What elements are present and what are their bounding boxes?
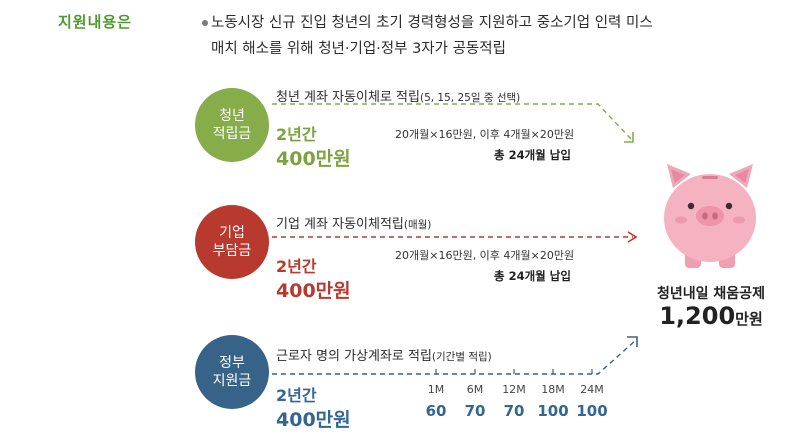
company-desc-text: 기업 계좌 자동이체적립 (276, 217, 404, 232)
company-contribution-badge: 기업 부담금 (195, 205, 269, 279)
milestone-month: 1M (427, 383, 445, 396)
youth-arrow-head (624, 132, 634, 143)
company-arrow-head (627, 231, 638, 243)
result-title: 청년내일 채움공제 (657, 286, 765, 302)
milestone-amount: 70 (464, 402, 486, 420)
youth-schedule: 20개월×16만원, 이후 4개월×20만원 (395, 128, 575, 141)
government-label-line-2: 지원금 (212, 373, 252, 389)
intro-text-line-1: 노동시장 신규 진입 청년의 초기 경력형성을 지원하고 중소기업 인력 미스 (211, 15, 653, 31)
company-label-line-1: 기업 (219, 224, 245, 241)
milestone-month: 18M (541, 383, 565, 396)
company-schedule: 20개월×16만원, 이후 4개월×20만원 (395, 249, 575, 262)
milestone-amount: 100 (576, 402, 608, 420)
youth-total: 총 24개월 납입 (494, 148, 571, 162)
result-amount-unit: 만원 (735, 310, 763, 328)
government-desc-note: (기간별 적립) (431, 351, 492, 363)
company-desc-note: (매월) (403, 219, 432, 231)
youth-period: 2년간 (276, 125, 317, 144)
government-desc-text: 근로자 명의 가상계좌로 적립 (276, 349, 432, 364)
section-title: 지원내용은 (58, 13, 133, 31)
company-amount: 400만원 (276, 280, 351, 302)
government-arrow-head (627, 336, 638, 347)
youth-desc-note: (5, 15, 25일 중 선택) (419, 92, 521, 104)
youth-label-line-1: 청년 (219, 107, 245, 124)
intro-text-line-2: 매치 해소를 위해 청년·기업·정부 3자가 공동적립 (211, 41, 506, 57)
government-description: 근로자 명의 가상계좌로 적립(기간별 적립) (276, 345, 492, 364)
milestone-month: 24M (580, 383, 604, 396)
milestone-month: 12M (502, 383, 526, 396)
youth-description: 청년 계좌 자동이체로 적립(5, 15, 25일 중 선택) (276, 86, 520, 105)
company-label-line-2: 부담금 (212, 243, 252, 259)
bullet-dot-icon (202, 20, 208, 26)
result-amount-number: 1,200 (659, 302, 736, 330)
government-arrow-line (272, 339, 637, 375)
company-description: 기업 계좌 자동이체적립(매월) (276, 213, 431, 232)
youth-amount: 400만원 (276, 148, 351, 170)
youth-savings-badge: 청년 적립금 (195, 88, 269, 162)
company-period: 2년간 (276, 257, 317, 276)
company-total: 총 24개월 납입 (494, 269, 571, 283)
milestone-amount: 60 (425, 402, 447, 420)
result-amount: 1,200만원 (651, 302, 771, 330)
milestone-amount: 70 (503, 402, 525, 420)
youth-arrow-line (272, 103, 633, 141)
government-amount: 400만원 (276, 409, 351, 431)
milestone-month: 6M (466, 383, 484, 396)
government-support-badge: 정부 지원금 (195, 335, 269, 409)
youth-label-line-2: 적립금 (212, 126, 252, 142)
youth-desc-text: 청년 계좌 자동이체로 적립 (276, 90, 420, 105)
government-period: 2년간 (276, 386, 317, 405)
government-label-line-1: 정부 (219, 354, 245, 371)
piggy-bank-icon (664, 164, 756, 268)
milestone-amount: 100 (537, 402, 569, 420)
